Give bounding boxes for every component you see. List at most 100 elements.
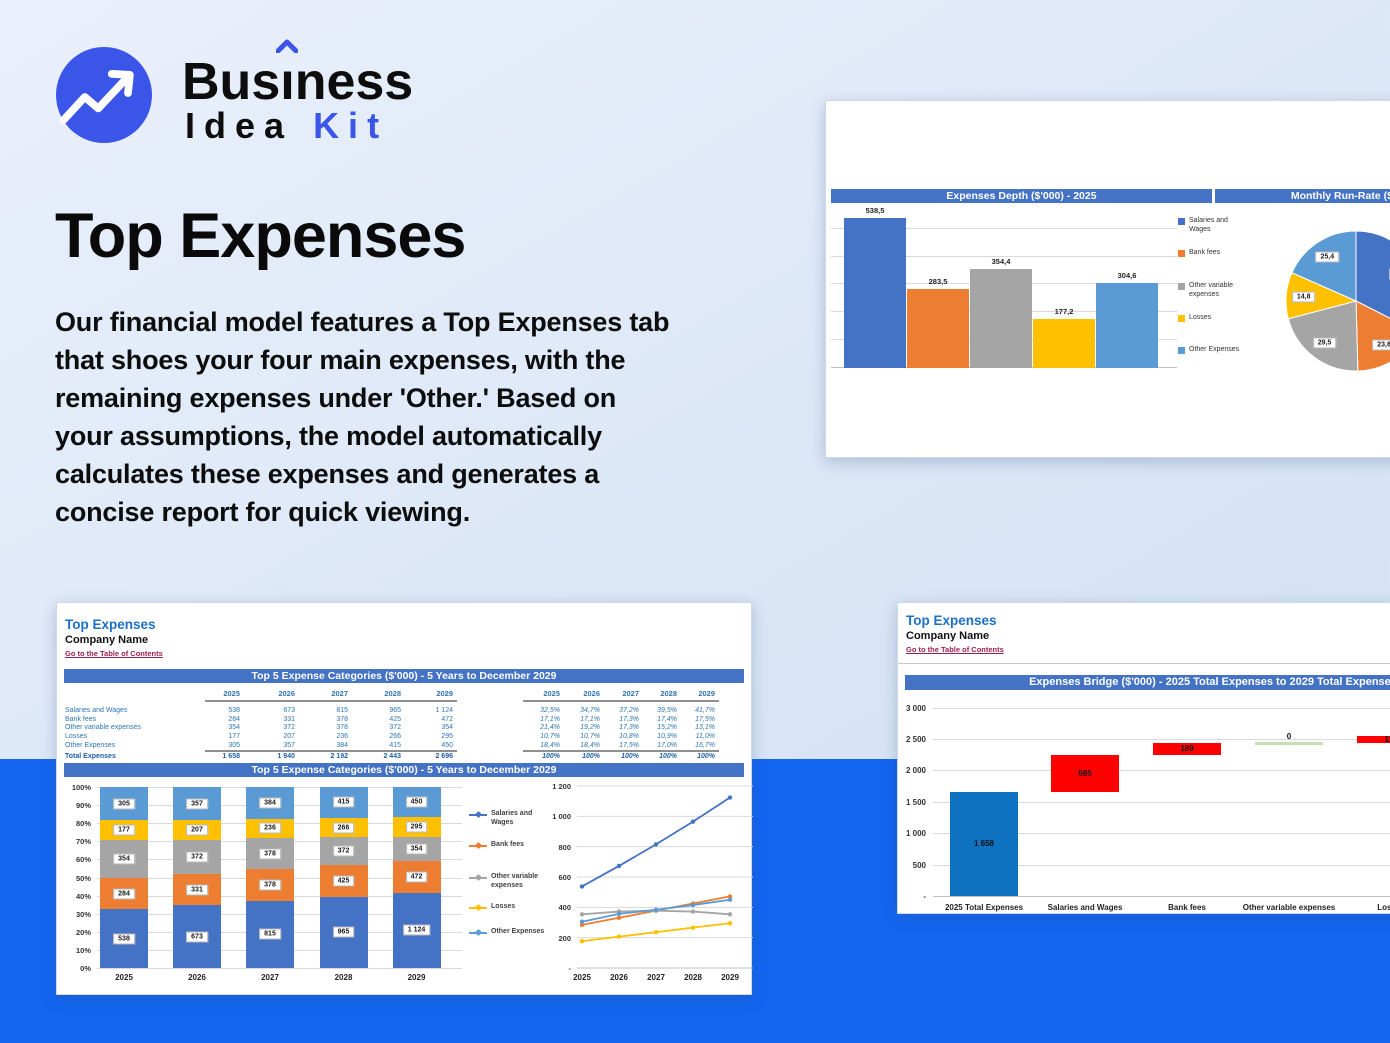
total-pct: 100%: [697, 753, 715, 760]
waterfall-bar: [1153, 743, 1221, 756]
cell-pct: 17,1%: [540, 715, 560, 723]
cell-pct: 17,5%: [695, 715, 715, 723]
segment-label: 372: [186, 851, 208, 863]
segment-label: 354: [113, 853, 135, 865]
expense-table: 2025 2025 2026 2026 2027 2027 2028 2028 2029 2029…: [57, 603, 751, 763]
total-value: 2 443: [383, 753, 401, 760]
data-point: [690, 925, 696, 930]
segment-label: 472: [405, 871, 428, 883]
cell-pct: 21,4%: [540, 724, 560, 732]
x-tick-label: 2029: [721, 973, 739, 982]
value-label: 283,5: [928, 276, 948, 286]
segment-label: 378: [259, 848, 281, 860]
cell-value: 266: [389, 733, 401, 741]
top-expenses-sheet-card: Top Expenses Company Name Go to the Tabl…: [56, 602, 755, 995]
x-tick-label: Bank fees: [1168, 903, 1206, 912]
cell-pct: 17,3%: [619, 724, 639, 732]
y-tick-label: 60%: [75, 855, 91, 865]
cell-pct: 39,5%: [657, 707, 677, 714]
page-title: Top Expenses: [55, 201, 466, 271]
segment-label: 372: [332, 845, 355, 857]
pie-slice: [1287, 300, 1359, 372]
cell-value: 354: [228, 724, 240, 732]
legend-swatch: [1178, 250, 1185, 257]
cell-pct: 17,3%: [619, 715, 639, 723]
data-point: [727, 897, 733, 902]
y-tick-label: 1 000: [552, 812, 571, 822]
value-label: 1 658: [973, 838, 995, 848]
segment-label: 673: [186, 931, 208, 943]
year-header: 2026: [278, 689, 295, 698]
trend-up-arrow-icon: [59, 70, 134, 124]
segment-label: 965: [332, 926, 355, 938]
year-header: 2027: [622, 689, 639, 698]
value-label: 118: [1384, 734, 1390, 744]
depth-chart-header: Expenses Depth ($'000) - 2025: [831, 189, 1212, 203]
y-tick-label: 2 000: [905, 766, 926, 776]
line-chart-legend: Salaries and Wages Bank fees Other variabl…: [469, 787, 569, 967]
cell-pct: 37,2%: [619, 707, 639, 714]
waterfall-bar: [1357, 735, 1390, 744]
legend-label: Salaries and Wages: [491, 810, 533, 826]
cell-value: 357: [283, 741, 295, 749]
bridge-waterfall-chart: 1 658 585 189 0 118: [933, 703, 1390, 897]
value-label: 354,4: [991, 257, 1011, 267]
gridline: [933, 707, 1390, 709]
depth-bar: [907, 288, 969, 368]
y-tick-label: 90%: [75, 801, 91, 811]
legend-item: Bank fees: [469, 841, 569, 850]
data-point: [579, 912, 585, 917]
segment-label: 236: [259, 822, 281, 834]
cell-value: 372: [283, 724, 295, 732]
logo-circle: [56, 47, 152, 143]
cell-pct: 13,1%: [695, 724, 715, 732]
data-point: [727, 912, 733, 917]
y-tick-label: 50%: [75, 873, 91, 883]
cell-value: 815: [336, 707, 348, 714]
y-tick-label: 40%: [75, 891, 91, 901]
total-topline: [205, 750, 457, 752]
cell-value: 295: [441, 733, 453, 741]
company-name: Company Name: [906, 630, 990, 642]
cell-pct: 16,7%: [695, 741, 715, 749]
segment-label: 384: [259, 797, 281, 809]
data-point: [690, 819, 696, 824]
brand-word-business: Busı ness: [182, 39, 413, 112]
data-point: [579, 938, 585, 944]
data-point: [653, 842, 659, 847]
cell-value: 538: [228, 707, 240, 714]
legend-item: Other Expenses: [469, 928, 569, 937]
legend-line-marker: [469, 873, 487, 882]
segment-label: 207: [186, 824, 208, 836]
stacked-bar-chart: 538 284 354 177 305 673 331 372 207 357 815 378 378 2…: [97, 787, 462, 969]
line-chart: [577, 785, 753, 969]
x-tick-label: 2025: [573, 973, 591, 982]
value-label: 538,5: [865, 205, 885, 215]
circumflex-accent-icon: [276, 39, 299, 53]
data-point: [616, 934, 622, 939]
x-tick-label: Salaries and Wages: [1047, 903, 1123, 912]
legend-item: Losses: [469, 903, 569, 912]
x-tick-label: 2029: [407, 973, 426, 982]
cell-pct: 17,5%: [619, 741, 639, 749]
legend-item: Losses: [1178, 314, 1273, 323]
total-pct: 100%: [621, 753, 639, 760]
table-of-contents-link[interactable]: Go to the Table of Contents: [906, 645, 1004, 654]
y-tick-label: 70%: [75, 837, 91, 847]
line-chart-x-axis: 2025 2026 2027 2028 2029: [573, 970, 755, 984]
cell-value: 384: [336, 741, 348, 749]
cell-value: 673: [283, 707, 295, 714]
legend-label: Other variable expenses: [491, 873, 539, 889]
cell-pct: 10,8%: [619, 733, 639, 741]
year-header: 2026: [583, 689, 600, 698]
bridge-y-axis: 3 000 2 500 2 000 1 500 1 000 500 -: [898, 603, 931, 913]
total-pct: 100%: [582, 753, 600, 760]
legend-label: Salaries and Wages: [1189, 217, 1228, 233]
data-point: [616, 915, 622, 920]
table-of-contents-link[interactable]: Go to the Table of Contents: [65, 649, 163, 658]
legend-item: Salaries and Wages: [1178, 217, 1273, 235]
gridline: [831, 255, 1177, 257]
header-underline: [523, 700, 719, 702]
data-point: [690, 902, 696, 908]
x-tick-label: 2027: [647, 973, 665, 982]
